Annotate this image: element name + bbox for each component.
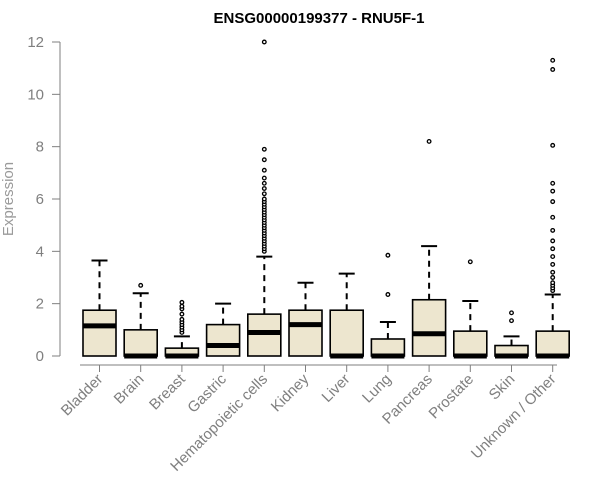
outlier-point [550,261,556,267]
outlier-point [261,157,267,163]
outlier-point [179,299,185,305]
outlier-point [509,310,514,316]
x-tick-label: Liver [319,371,354,406]
box-rect [452,330,488,357]
y-tick-label: 0 [36,348,44,365]
outlier-point [261,167,267,173]
x-tick-label: Skin [486,371,519,404]
outlier-point [179,303,185,309]
outlier-point [509,318,514,324]
box-4 [247,39,282,357]
x-tick-label: Breast [146,370,189,413]
x-tick-label: Brain [111,371,148,408]
outlier-point [261,196,267,202]
outlier-point [550,275,556,280]
outlier-point [261,186,267,191]
x-tick-label: Bladder [58,371,107,420]
x-tick-label: Lung [359,371,395,407]
y-axis-label: Expression [0,162,17,236]
box-0 [82,259,117,357]
y-tick-label: 4 [36,243,44,260]
y-tick-label: 6 [36,191,44,208]
outlier-point [550,227,556,233]
outlier-point [550,246,556,252]
box-rect [329,309,365,357]
outlier-point [550,269,556,275]
box-9 [452,259,488,359]
outlier-point [385,292,391,297]
y-tick-label: 10 [27,86,44,103]
chart-title: ENSG00000199377 - RNU5F-1 [214,10,425,27]
x-tick-label: Prostate [426,371,478,423]
box-group [82,39,571,359]
box-rect [411,298,447,357]
outlier-point [550,142,556,148]
outlier-point [261,175,267,181]
box-3 [205,302,241,357]
box-8 [411,138,447,357]
box-rect [123,329,158,357]
outlier-point [261,146,267,152]
outlier-point [550,180,556,186]
y-tick-label: 8 [36,139,44,156]
box-7 [370,252,406,359]
outlier-point [261,39,267,45]
y-tick-label: 2 [36,296,44,313]
outlier-point [261,191,267,197]
outlier-point [179,311,185,317]
outlier-point [550,214,556,220]
outlier-point [261,180,267,186]
outlier-point [550,254,556,260]
box-rect [205,323,241,357]
box-10 [494,310,529,359]
outlier-point [467,259,473,265]
x-tick-label: Kidney [268,370,313,415]
box-rect [82,309,117,357]
box-rect [288,309,323,357]
outlier-point [385,252,391,258]
outlier-point [550,188,556,194]
outlier-point [550,67,556,72]
box-2 [164,299,200,359]
outlier-point [550,199,556,205]
outlier-point [550,57,556,63]
box-rect [535,330,571,357]
outlier-point [550,238,556,244]
outlier-point [179,316,185,322]
box-11 [535,57,571,359]
outlier-point [138,282,144,288]
box-rect [370,338,406,357]
outlier-point [426,138,432,144]
y-tick-label: 12 [27,34,44,51]
box-5 [288,281,323,357]
outlier-point [550,280,556,286]
y-axis-ticks: 0 2 4 6 8 10 12 [27,34,60,365]
box-6 [329,272,365,359]
box-1 [123,282,158,359]
box-rect [247,313,282,357]
